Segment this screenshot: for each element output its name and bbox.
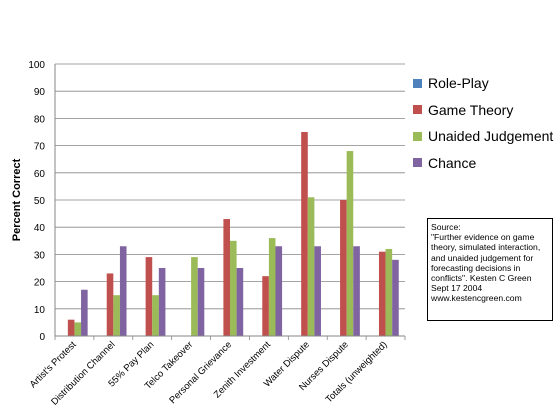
bar	[152, 295, 159, 336]
bar	[353, 246, 360, 336]
bar	[301, 132, 308, 336]
y-tick-label: 70	[34, 142, 46, 153]
y-tick-label: 40	[34, 223, 46, 234]
bar	[314, 246, 321, 336]
bar	[378, 251, 386, 336]
legend-swatch	[413, 131, 422, 141]
y-tick-label: 50	[34, 196, 46, 207]
bar	[74, 322, 82, 336]
legend-swatch	[413, 78, 422, 88]
bar	[119, 246, 127, 336]
bar	[145, 257, 153, 336]
bar	[191, 257, 198, 336]
bars	[67, 132, 399, 336]
bar	[106, 273, 114, 336]
y-tick-label: 80	[34, 114, 46, 125]
bar	[268, 238, 276, 336]
y-tick-label: 10	[34, 305, 46, 316]
legend-item: Chance	[413, 150, 553, 177]
bar	[230, 240, 237, 336]
legend-label: Role-Play	[428, 75, 489, 92]
legend-item: Role-Play	[413, 70, 553, 97]
y-tick-label: 0	[39, 332, 45, 343]
bar	[113, 295, 120, 336]
legend-label: Game Theory	[428, 101, 514, 118]
bar	[340, 200, 347, 336]
y-tick-label: 20	[34, 278, 46, 289]
y-tick-labels: 0 10 20 30 40 50 60 70 80 90 100	[28, 60, 45, 343]
bar	[262, 276, 269, 336]
legend-label: Chance	[428, 154, 477, 171]
legend-swatch	[413, 158, 422, 168]
legend-swatch	[413, 105, 422, 115]
legend-item: Game Theory	[413, 97, 553, 124]
bar	[223, 219, 230, 336]
bar	[197, 268, 205, 336]
bar	[81, 289, 88, 336]
y-tick-label: 60	[34, 169, 46, 180]
bar	[67, 319, 75, 336]
y-tick-label: 90	[34, 87, 46, 98]
bar	[385, 248, 393, 336]
bar	[346, 151, 354, 336]
bar	[307, 197, 315, 336]
bar	[392, 259, 399, 336]
bar	[236, 268, 244, 336]
gridlines	[55, 63, 405, 310]
legend-item: Unaided Judgement	[413, 123, 553, 150]
bar	[275, 246, 283, 336]
source-annotation: Source: "Further evidence on game theory…	[427, 218, 553, 321]
y-axis-title: Percent Correct	[11, 158, 23, 241]
y-tick-label: 100	[28, 60, 45, 71]
bar	[158, 268, 166, 336]
legend: Role-Play Game Theory Unaided Judgement Cha…	[413, 70, 553, 176]
legend-label: Unaided Judgement	[428, 128, 554, 145]
y-tick-label: 30	[34, 250, 46, 261]
